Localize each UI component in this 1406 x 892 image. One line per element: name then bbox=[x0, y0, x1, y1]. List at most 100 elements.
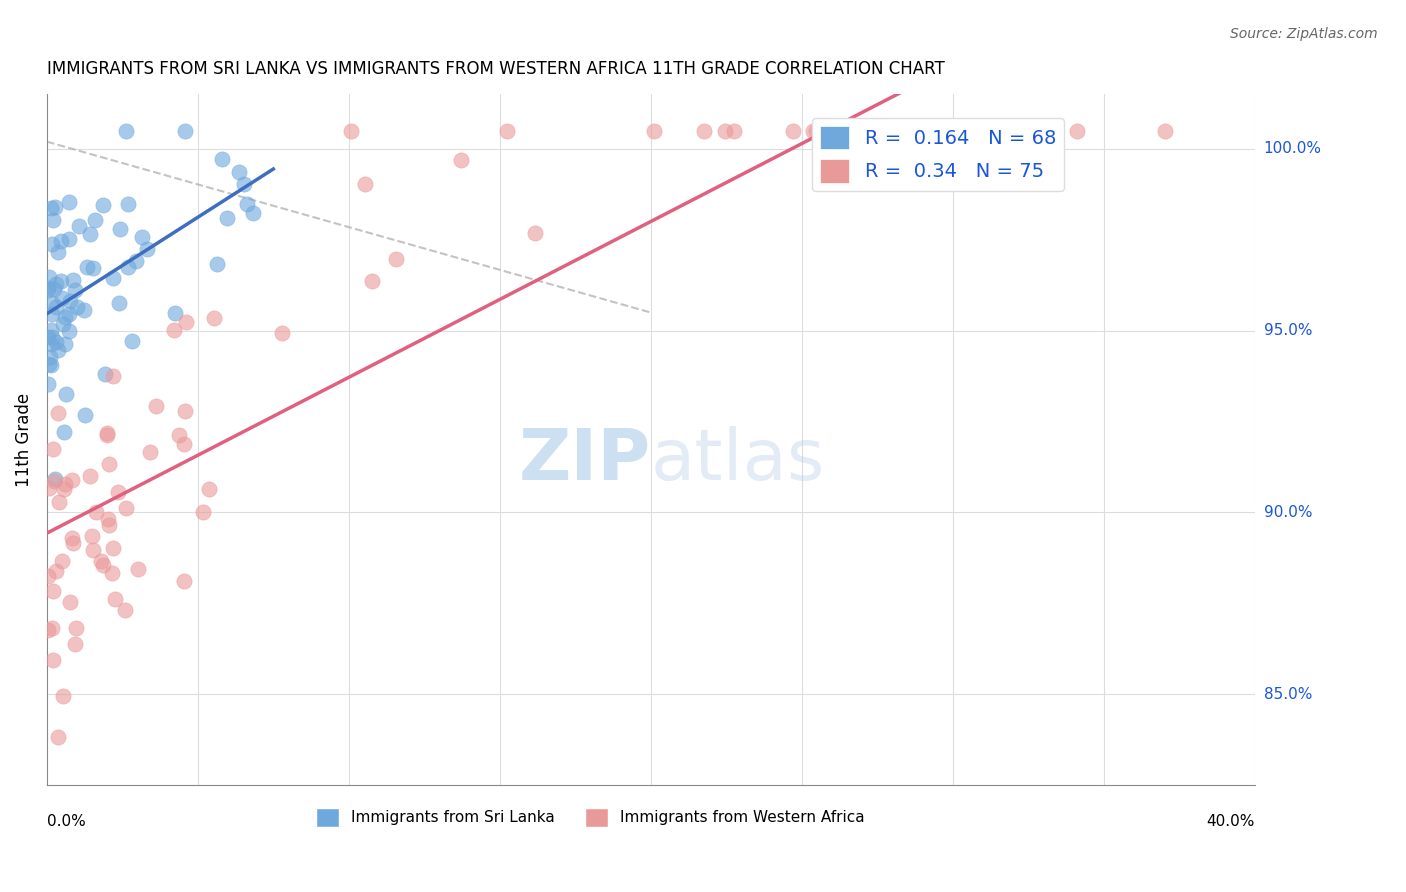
Point bbox=[41, 307, 63, 321]
Point bbox=[1066, 124, 1088, 138]
Point bbox=[41, 330, 63, 344]
Point bbox=[82, 543, 104, 558]
Point bbox=[76, 260, 98, 275]
Point bbox=[46, 730, 69, 744]
Point bbox=[39, 323, 62, 337]
Point bbox=[62, 273, 84, 287]
Point bbox=[37, 624, 59, 638]
Point bbox=[41, 621, 63, 635]
Point bbox=[94, 367, 117, 381]
Point bbox=[39, 201, 62, 215]
Point bbox=[96, 426, 118, 441]
Point bbox=[723, 124, 745, 138]
Point bbox=[848, 124, 870, 138]
Point bbox=[42, 653, 65, 667]
Point bbox=[62, 535, 84, 549]
Point bbox=[58, 195, 80, 210]
Point bbox=[59, 294, 82, 309]
Point bbox=[49, 274, 72, 288]
Point bbox=[101, 368, 124, 383]
Point bbox=[108, 222, 131, 236]
Point bbox=[101, 541, 124, 556]
Point bbox=[174, 315, 197, 329]
Point bbox=[173, 574, 195, 588]
Point bbox=[67, 219, 90, 234]
Point bbox=[38, 358, 60, 372]
Point bbox=[45, 334, 67, 349]
Point bbox=[907, 124, 929, 138]
Point bbox=[91, 198, 114, 212]
Point bbox=[37, 377, 59, 392]
Point bbox=[65, 622, 87, 636]
Point bbox=[37, 281, 59, 295]
Point bbox=[39, 350, 62, 364]
Point bbox=[48, 406, 70, 420]
Point bbox=[136, 242, 159, 256]
Point bbox=[53, 337, 76, 351]
Text: 95.0%: 95.0% bbox=[1264, 323, 1312, 338]
Point bbox=[41, 237, 63, 252]
Point bbox=[45, 565, 67, 579]
Point bbox=[60, 473, 83, 487]
Point bbox=[117, 197, 139, 211]
Point bbox=[55, 387, 77, 401]
Point bbox=[41, 336, 63, 351]
Point bbox=[125, 254, 148, 268]
Text: 90.0%: 90.0% bbox=[1264, 505, 1312, 520]
Point bbox=[41, 583, 63, 598]
Point bbox=[38, 481, 60, 495]
Point bbox=[73, 303, 96, 318]
Point bbox=[801, 124, 824, 138]
Point bbox=[48, 495, 70, 509]
Point bbox=[643, 124, 665, 138]
Point bbox=[242, 206, 264, 220]
Point bbox=[174, 404, 197, 418]
Point bbox=[211, 153, 233, 167]
Point bbox=[173, 437, 195, 451]
Text: 0.0%: 0.0% bbox=[46, 814, 86, 830]
Point bbox=[96, 512, 118, 526]
Point bbox=[104, 592, 127, 607]
Point bbox=[115, 124, 138, 138]
Point bbox=[58, 231, 80, 245]
Point bbox=[782, 124, 804, 138]
Point bbox=[53, 310, 76, 325]
Point bbox=[361, 274, 384, 288]
Text: atlas: atlas bbox=[651, 426, 825, 495]
Point bbox=[107, 484, 129, 499]
Point bbox=[228, 165, 250, 179]
Point bbox=[44, 200, 66, 214]
Point bbox=[131, 229, 153, 244]
Point bbox=[811, 124, 834, 138]
Point bbox=[63, 283, 86, 297]
Point bbox=[198, 483, 221, 497]
Point bbox=[65, 300, 87, 314]
Point bbox=[692, 124, 714, 138]
Point bbox=[174, 124, 197, 138]
Point bbox=[97, 518, 120, 533]
Point bbox=[162, 323, 184, 337]
Point bbox=[37, 330, 59, 344]
Point bbox=[496, 124, 519, 138]
Point bbox=[98, 457, 121, 471]
Point bbox=[39, 358, 62, 372]
Point bbox=[51, 291, 73, 305]
Point bbox=[207, 257, 229, 271]
Point bbox=[217, 211, 239, 226]
Point bbox=[52, 317, 75, 331]
Point bbox=[236, 197, 259, 211]
Point bbox=[58, 324, 80, 338]
Point bbox=[107, 295, 129, 310]
Point bbox=[271, 326, 294, 340]
Point bbox=[38, 270, 60, 285]
Point bbox=[90, 554, 112, 568]
Point bbox=[75, 409, 97, 423]
Point bbox=[44, 474, 66, 488]
Point bbox=[804, 124, 827, 138]
Point bbox=[960, 124, 983, 138]
Point bbox=[51, 554, 73, 568]
Point bbox=[167, 428, 190, 442]
Point bbox=[63, 637, 86, 651]
Point bbox=[91, 558, 114, 573]
Point bbox=[49, 234, 72, 248]
